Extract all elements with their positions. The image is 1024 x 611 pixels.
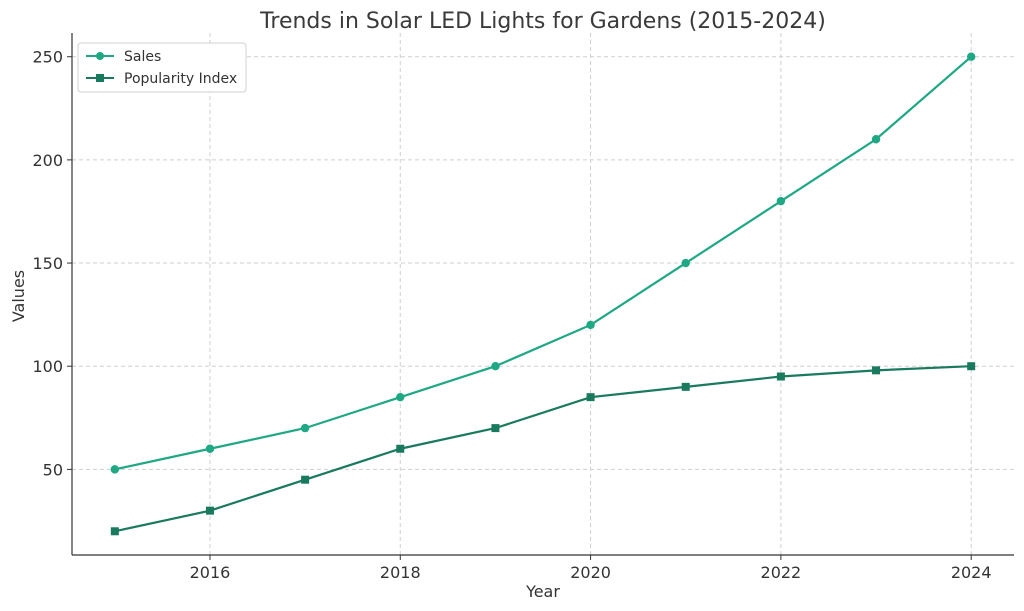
series-line [114, 55, 972, 471]
legend-label-popularity: Popularity Index [124, 71, 237, 87]
series-line [114, 365, 972, 533]
data-point [300, 423, 310, 433]
chart-title: Trends in Solar LED Lights for Gardens (… [259, 9, 826, 34]
x-axis-label: Year [525, 582, 560, 601]
ticks: 2016 2018 2020 2022 2024 50 100 150 200 250 [32, 48, 991, 582]
x-tick-label: 2018 [380, 563, 421, 582]
y-tick-label: 100 [32, 357, 63, 376]
y-tick-label: 50 [43, 460, 63, 479]
legend-label-sales: Sales [124, 49, 161, 65]
x-tick-label: 2022 [761, 563, 802, 582]
data-point [586, 393, 595, 402]
legend-marker-sales [96, 52, 104, 60]
data-point [301, 475, 310, 484]
axes [71, 33, 1014, 556]
data-point [205, 444, 215, 453]
legend-box [77, 42, 247, 93]
data-point [396, 444, 405, 453]
data-point [110, 465, 120, 474]
legend-marker-popularity [96, 74, 104, 82]
series-sales [110, 52, 976, 474]
data-point [681, 382, 690, 391]
data-point [776, 196, 786, 206]
y-axis-label: Values [9, 270, 28, 322]
data-point [776, 372, 785, 381]
data-point [491, 362, 500, 371]
grid [72, 33, 1014, 555]
data-point [110, 527, 119, 536]
y-tick-label: 150 [32, 254, 63, 273]
data-point [967, 362, 976, 371]
y-tick-label: 200 [32, 151, 63, 170]
x-tick-label: 2020 [570, 563, 611, 582]
series [110, 52, 976, 536]
data-point [396, 392, 405, 402]
data-point [681, 258, 690, 268]
data-point [586, 320, 595, 330]
y-tick-label: 250 [32, 48, 63, 67]
data-point [491, 424, 500, 433]
data-point [205, 506, 214, 515]
x-tick-label: 2016 [190, 563, 231, 582]
legend: Sales Popularity Index [77, 42, 247, 93]
series-popularity-index [110, 362, 976, 536]
data-point [966, 52, 976, 61]
x-tick-label: 2024 [951, 563, 992, 582]
data-point [871, 135, 881, 144]
data-point [872, 366, 881, 375]
